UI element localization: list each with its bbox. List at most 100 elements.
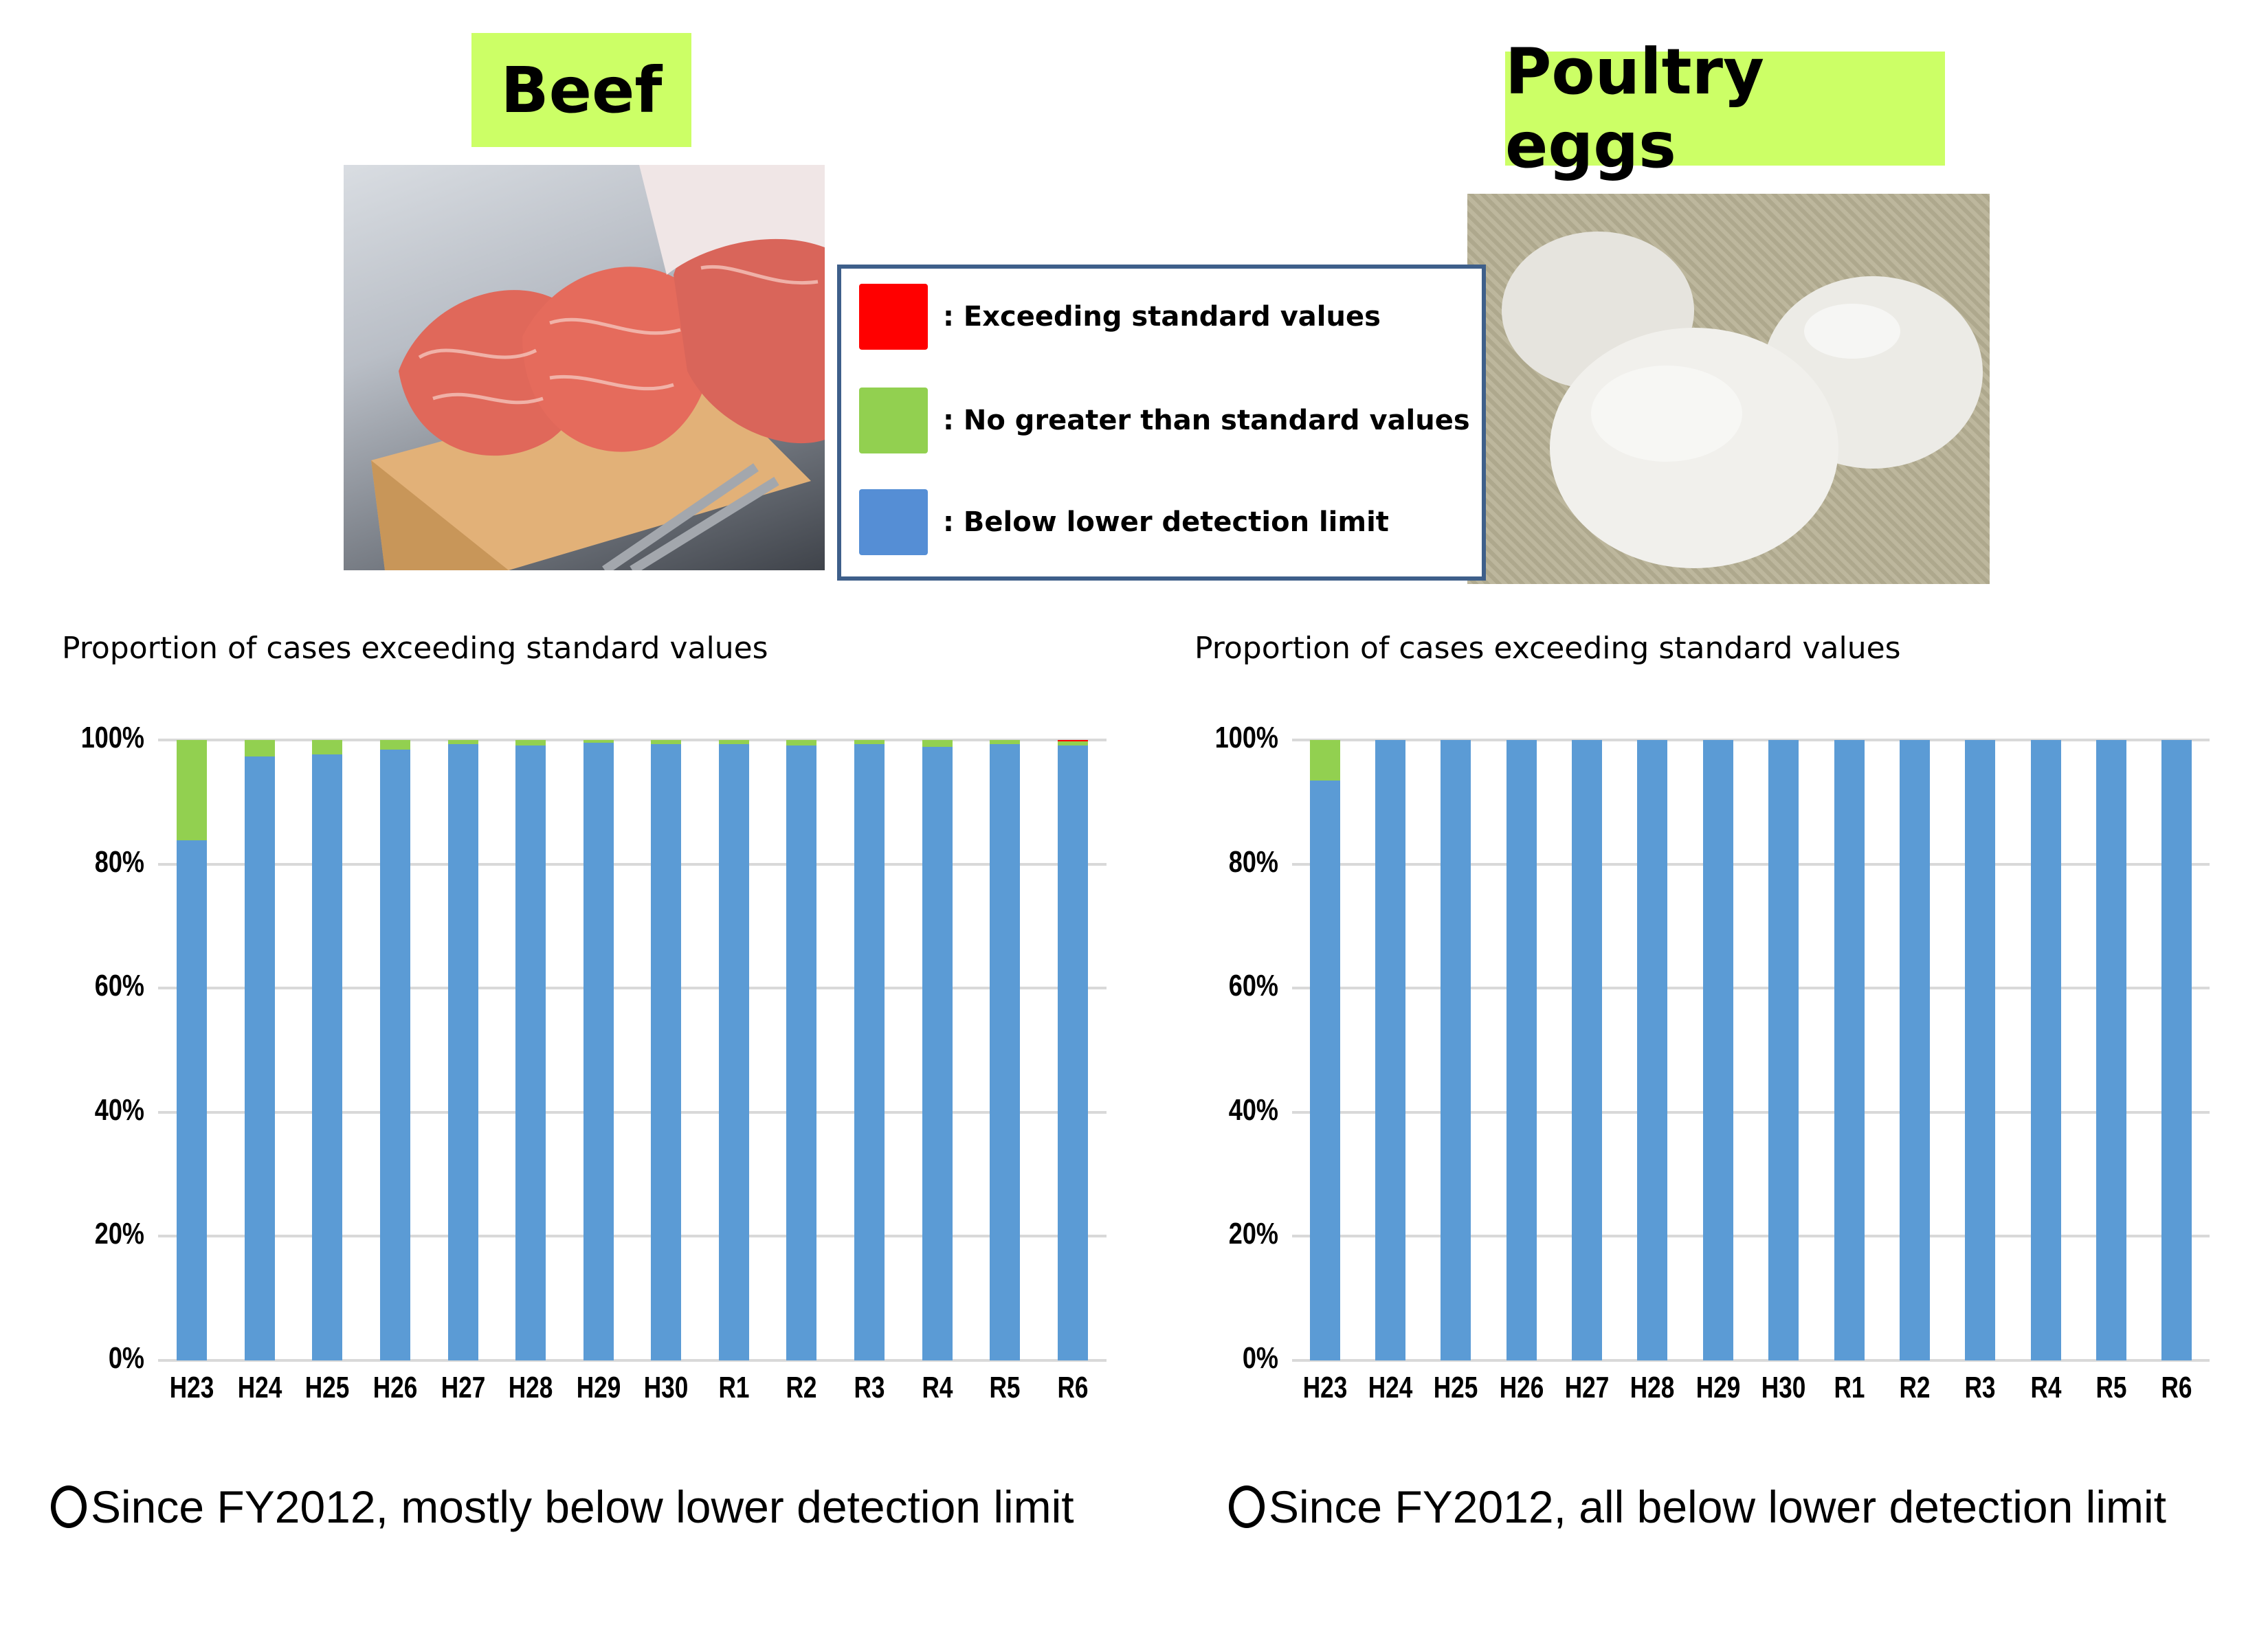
x-axis-tick-label: R2 <box>1899 1371 1931 1404</box>
legend-swatch-red-icon <box>859 284 928 350</box>
blue-segment <box>2095 740 2126 1360</box>
blue-segment <box>1965 740 1996 1360</box>
stacked-bar-H29 <box>1702 740 1733 1360</box>
blue-segment <box>922 746 953 1360</box>
stacked-bar-H23 <box>177 740 208 1360</box>
gridline <box>1292 1359 2210 1362</box>
beef-note: Since FY2012, mostly below lower detecti… <box>51 1481 1074 1533</box>
y-axis-tick-label: 100% <box>80 721 144 754</box>
blue-segment <box>380 749 410 1360</box>
stacked-bar-H25 <box>1441 740 1471 1360</box>
blue-segment <box>312 754 343 1360</box>
gridline <box>158 987 1107 990</box>
x-axis-tick-label: H26 <box>373 1371 418 1404</box>
blue-segment <box>786 745 817 1360</box>
blue-segment <box>583 742 614 1360</box>
stacked-bar-H29 <box>583 740 614 1360</box>
stacked-bar-R5 <box>990 740 1021 1360</box>
green-segment <box>718 740 749 745</box>
x-axis-tick-label: H26 <box>1499 1371 1544 1404</box>
beef-chart-title: Proportion of cases exceeding standard v… <box>62 631 768 666</box>
x-axis-tick-label: H30 <box>643 1371 689 1404</box>
eggs-note: Since FY2012, all below lower detection … <box>1229 1481 2166 1533</box>
green-segment <box>1309 740 1340 781</box>
legend-item-exceeding: : Exceeding standard values <box>859 284 1381 350</box>
x-axis-tick-label: H27 <box>441 1371 485 1404</box>
green-segment <box>177 740 208 841</box>
gridline <box>158 739 1107 741</box>
green-segment <box>447 740 478 745</box>
blue-segment <box>2030 740 2061 1360</box>
y-axis-tick-label: 80% <box>94 844 144 879</box>
stacked-bar-H27 <box>1572 740 1603 1360</box>
gridline <box>1292 987 2210 990</box>
green-segment <box>1057 741 1088 746</box>
x-axis-tick-label: R1 <box>1834 1371 1865 1404</box>
blue-segment <box>990 744 1021 1360</box>
beef-steak-photo <box>344 165 825 570</box>
legend-swatch-green-icon <box>859 388 928 453</box>
gridline <box>158 1359 1107 1362</box>
blue-segment <box>1834 740 1865 1360</box>
green-segment <box>244 740 275 757</box>
green-segment <box>922 740 953 747</box>
x-axis-tick-label: H27 <box>1564 1371 1610 1404</box>
stacked-bar-H26 <box>1506 740 1537 1360</box>
y-axis-tick-label: 20% <box>94 1217 144 1251</box>
x-axis-tick-label: R1 <box>718 1371 750 1404</box>
gridline <box>158 1110 1107 1114</box>
legend-item-no-greater: : No greater than standard values <box>859 388 1470 453</box>
blue-segment <box>177 840 208 1360</box>
green-segment <box>312 740 343 754</box>
green-segment <box>515 740 546 746</box>
green-segment <box>854 740 885 745</box>
stacked-bar-H30 <box>651 740 682 1360</box>
x-axis-tick-label: R4 <box>922 1371 953 1404</box>
blue-segment <box>1309 780 1340 1360</box>
gridline <box>1292 1235 2210 1238</box>
blue-segment <box>1768 740 1799 1360</box>
x-axis-tick-label: H25 <box>305 1371 350 1404</box>
y-axis-tick-label: 0% <box>108 1341 144 1375</box>
x-axis-tick-label: R3 <box>854 1371 885 1404</box>
beef-title: Beef <box>471 33 691 147</box>
eggs-plot-area <box>1292 739 2210 1362</box>
x-axis-tick-label: R5 <box>989 1371 1021 1404</box>
blue-segment <box>515 745 546 1360</box>
red-segment <box>1057 740 1088 741</box>
blue-segment <box>1375 740 1406 1360</box>
blue-segment <box>447 744 478 1360</box>
blue-segment <box>1572 740 1603 1360</box>
stacked-bar-H25 <box>312 740 343 1360</box>
y-axis-tick-label: 0% <box>1242 1341 1278 1375</box>
x-axis-tick-label: H24 <box>237 1371 282 1404</box>
y-axis-tick-label: 40% <box>1228 1092 1278 1127</box>
x-axis-tick-label: R3 <box>1964 1371 1996 1404</box>
y-axis-tick-label: 80% <box>1228 844 1278 879</box>
stacked-bar-R4 <box>2030 740 2061 1360</box>
y-axis-tick-label: 40% <box>94 1092 144 1127</box>
stacked-bar-R3 <box>854 740 885 1360</box>
x-axis-tick-label: R5 <box>2095 1371 2127 1404</box>
legend-label: : Exceeding standard values <box>943 301 1381 333</box>
blue-segment <box>1057 745 1088 1360</box>
green-segment <box>583 740 614 743</box>
green-segment <box>990 740 1021 745</box>
blue-segment <box>1702 740 1733 1360</box>
beef-image-icon <box>371 165 825 570</box>
blue-segment <box>1637 740 1668 1360</box>
y-axis-tick-label: 60% <box>1228 969 1278 1003</box>
stacked-bar-R3 <box>1965 740 1996 1360</box>
x-axis-tick-label: H30 <box>1761 1371 1806 1404</box>
green-segment <box>651 740 682 745</box>
blue-segment <box>854 744 885 1360</box>
circle-bullet-icon <box>1229 1485 1265 1528</box>
poultry-eggs-title: Poultry eggs <box>1505 35 1945 182</box>
x-axis-tick-label: R2 <box>786 1371 817 1404</box>
gridline <box>158 862 1107 866</box>
stacked-bar-R6 <box>1057 740 1088 1360</box>
legend: : Exceeding standard values : No greater… <box>837 265 1486 581</box>
beef-plot-area <box>158 739 1107 1362</box>
egg-image-icon <box>1502 232 1983 568</box>
stacked-bar-R5 <box>2095 740 2126 1360</box>
